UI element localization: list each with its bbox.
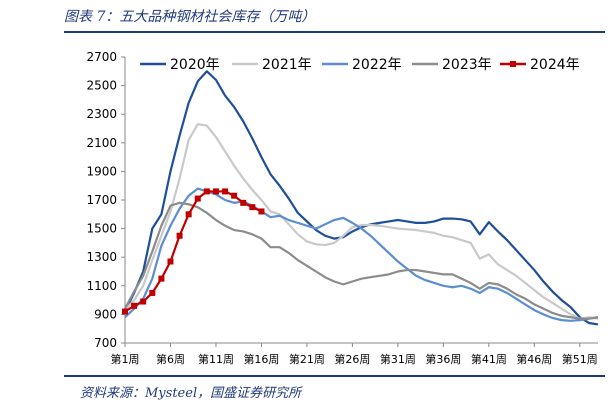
data-point xyxy=(131,302,138,309)
x-tick-label: 第41周 xyxy=(471,352,507,366)
data-point xyxy=(249,204,256,211)
chart-source: 资料来源：Mysteel，国盛证券研究所 xyxy=(80,386,302,401)
data-point xyxy=(176,232,183,239)
series-0 xyxy=(124,70,599,326)
data-point xyxy=(203,188,210,195)
legend-item: 2020年 xyxy=(140,57,220,73)
y-axis-ticks: 700 900 1100 1300 1500 1700 1900 2100 2300 2500 27… xyxy=(86,50,125,350)
legend-label: 2024年 xyxy=(530,57,580,73)
source-rule xyxy=(64,375,605,377)
legend-item: 2023年 xyxy=(412,57,492,73)
legend-item: 2024年 xyxy=(500,57,580,73)
data-point xyxy=(194,195,201,202)
caption-rule xyxy=(64,31,605,33)
series-4 xyxy=(122,188,265,315)
y-tick-label: 1100 xyxy=(86,279,117,293)
x-tick-label: 第46周 xyxy=(516,352,552,366)
data-point xyxy=(212,188,219,195)
data-point xyxy=(240,199,247,206)
y-tick-label: 900 xyxy=(94,307,117,321)
series-1 xyxy=(124,123,599,320)
x-axis-ticks: 第1周 第6周 第11周 第16周 第21周 第26周 第31周 第36周 第41周 第46周 第5… xyxy=(111,343,598,366)
x-tick-label: 第31周 xyxy=(380,352,416,366)
data-point xyxy=(231,192,238,199)
data-point xyxy=(122,308,128,315)
x-tick-label: 第1周 xyxy=(111,352,140,366)
data-point xyxy=(185,211,192,218)
x-tick-label: 第6周 xyxy=(156,352,185,366)
legend-item: 2022年 xyxy=(322,57,402,73)
series-3 xyxy=(124,201,599,320)
legend-label: 2023年 xyxy=(442,57,492,73)
y-tick-label: 1300 xyxy=(86,250,117,264)
x-tick-label: 第21周 xyxy=(289,352,325,366)
y-tick-label: 2700 xyxy=(86,50,117,64)
x-tick-label: 第16周 xyxy=(243,352,279,366)
series-line xyxy=(124,201,599,320)
series-line xyxy=(124,190,262,313)
x-tick-label: 第26周 xyxy=(334,352,370,366)
x-tick-label: 第36周 xyxy=(425,352,461,366)
legend-label: 2020年 xyxy=(170,57,220,73)
chart-caption: 图表 7：五大品种钢材社会库存（万吨） xyxy=(64,9,316,25)
y-tick-label: 1500 xyxy=(86,222,117,236)
y-tick-label: 700 xyxy=(94,336,117,350)
y-tick-label: 2300 xyxy=(86,107,117,121)
data-point xyxy=(158,275,165,282)
y-tick-label: 2500 xyxy=(86,79,117,93)
series-2 xyxy=(124,187,599,322)
data-point xyxy=(149,289,156,296)
legend-label: 2021年 xyxy=(262,57,312,73)
data-point xyxy=(258,208,265,215)
y-tick-label: 2100 xyxy=(86,136,117,150)
legend-label: 2022年 xyxy=(352,57,402,73)
chart-legend: 2020年 2021年 2022年 2023年 2024年 xyxy=(140,57,580,73)
x-tick-label: 第11周 xyxy=(198,352,234,366)
series-line xyxy=(124,123,599,320)
chart-series xyxy=(122,70,599,326)
y-tick-label: 1900 xyxy=(86,164,117,178)
legend-item: 2021年 xyxy=(232,57,312,73)
data-point xyxy=(167,258,174,265)
x-tick-label: 第51周 xyxy=(562,352,598,366)
series-line xyxy=(124,70,599,326)
data-point xyxy=(222,188,229,195)
y-tick-label: 1700 xyxy=(86,193,117,207)
data-point xyxy=(140,298,147,305)
series-line xyxy=(124,187,599,322)
legend-marker xyxy=(510,61,516,67)
